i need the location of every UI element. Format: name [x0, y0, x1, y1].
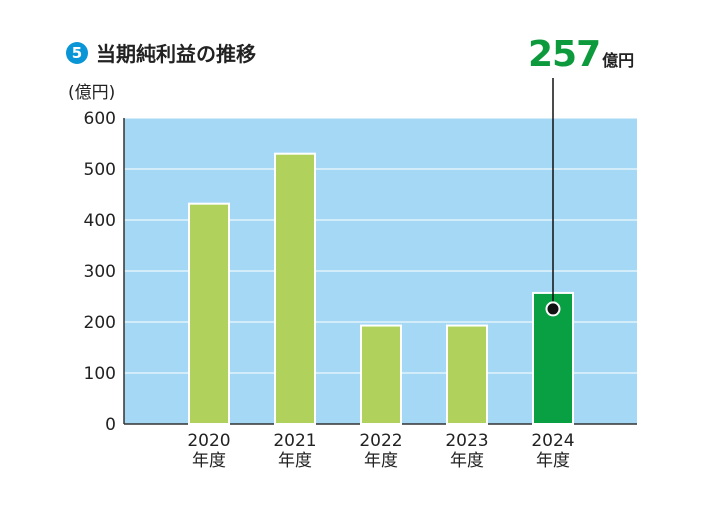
x-tick-label: 2022 — [359, 431, 402, 451]
callout-value: 257 — [528, 34, 601, 75]
bar — [188, 202, 230, 425]
x-tick-label: 2021 — [273, 431, 316, 451]
y-axis-unit-label: (億円) — [68, 83, 116, 103]
y-tick-label: 200 — [84, 313, 116, 333]
x-tick-label: 年度 — [536, 451, 570, 471]
y-tick-label: 500 — [84, 160, 116, 180]
x-tick-label: 2024 — [531, 431, 574, 451]
callout-dot — [545, 301, 561, 317]
bar — [360, 324, 402, 426]
chart-title: 当期純利益の推移 — [96, 42, 256, 66]
callout-unit: 億円 — [602, 51, 635, 70]
y-tick-label: 0 — [105, 415, 116, 435]
x-tick-label: 年度 — [364, 451, 398, 471]
x-tick-label: 年度 — [192, 451, 226, 471]
x-tick-label: 年度 — [450, 451, 484, 471]
y-tick-label: 400 — [84, 211, 116, 231]
bar — [446, 324, 488, 426]
x-tick-label: 2020 — [187, 431, 230, 451]
chart-header: 5 当期純利益の推移 — [66, 38, 256, 67]
y-tick-label: 600 — [84, 109, 116, 129]
section-number-badge: 5 — [66, 41, 88, 64]
y-tick-label: 100 — [84, 364, 116, 384]
x-tick-label: 2023 — [445, 431, 488, 451]
bar — [274, 152, 316, 425]
y-tick-label: 300 — [84, 262, 116, 282]
x-tick-label: 年度 — [278, 451, 312, 471]
highlight-callout: 257 億円 — [528, 34, 634, 75]
